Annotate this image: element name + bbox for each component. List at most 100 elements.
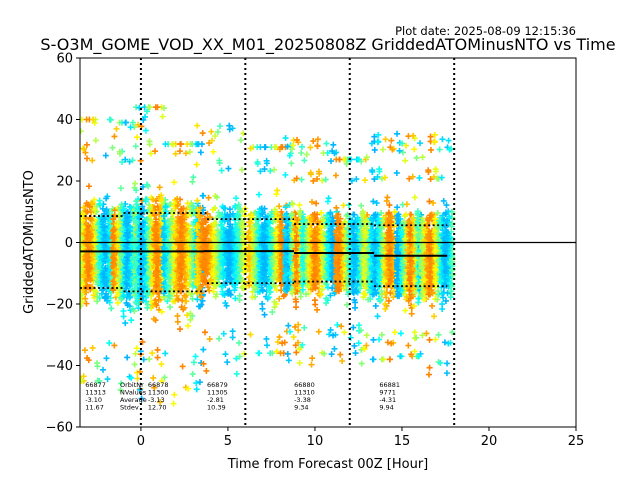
data-point [158,361,165,368]
data-point [235,339,242,346]
data-point [93,267,100,274]
data-point [205,194,212,201]
data-point [200,346,207,353]
data-point [226,206,233,213]
data-point [176,326,183,333]
data-point [146,138,153,145]
data-point [98,229,105,236]
data-point [142,127,149,134]
data-point [156,184,163,191]
data-point [179,363,186,370]
data-point [96,233,103,240]
data-point [83,200,90,207]
data-point [80,145,87,152]
data-point [100,274,107,281]
data-point [102,152,109,159]
data-point [203,367,210,374]
data-point [193,161,200,168]
data-point [174,312,181,319]
orbit-points [193,122,249,377]
data-point [92,225,99,232]
data-point [91,206,98,213]
data-point [113,125,120,132]
data-point [94,281,101,288]
data-point [193,380,200,387]
data-point [171,391,178,398]
data-point [134,134,141,141]
data-point [171,179,178,186]
data-point [194,122,201,129]
data-point [124,354,131,361]
data-point [237,137,244,144]
data-point [107,116,114,123]
data-point [88,226,95,233]
data-point [87,216,94,223]
data-point [83,232,90,239]
data-point [82,295,89,302]
data-point [89,270,96,277]
data-point [90,292,97,299]
data-point [89,157,96,164]
data-point [105,272,112,279]
data-point [80,244,84,251]
data-point [183,298,190,305]
data-point [83,141,90,148]
data-point [82,149,89,156]
data-point [103,211,110,218]
data-point [80,211,86,218]
data-point [177,141,184,148]
data-point [99,221,106,228]
data-point [159,113,166,120]
data-point [129,157,136,164]
data-point [255,191,262,198]
data-point [99,205,106,212]
data-point [267,167,274,174]
data-point [94,360,101,367]
data-point [80,373,87,380]
orbit-points [80,116,117,384]
data-point [97,282,104,289]
orbit-points [160,141,207,407]
data-point [90,259,97,266]
data-point [167,304,174,311]
data-point [80,291,85,298]
data-point [218,167,225,174]
data-point [80,235,85,242]
data-point [146,356,153,363]
data-point [261,311,268,318]
data-point [83,155,90,162]
data-point [96,243,103,250]
data-point [91,196,98,203]
data-point [80,128,84,135]
data-point [83,116,90,123]
data-point [222,351,229,358]
data-point [122,119,129,126]
data-point [233,195,240,202]
data-point [192,353,199,360]
data-point [154,346,161,353]
data-point [80,302,84,309]
data-point [154,354,161,361]
data-point [174,318,181,325]
data-point [104,235,111,242]
data-point [193,386,200,393]
data-point [90,116,97,123]
data-point [206,336,213,343]
data-point [149,350,156,357]
data-point [84,208,91,215]
data-point [81,347,88,354]
data-point [146,104,153,111]
data-point [83,226,90,233]
data-point [106,340,113,347]
data-point [229,328,236,335]
data-point [80,265,84,272]
data-point [96,201,103,208]
data-point [80,377,85,384]
data-point [233,370,240,377]
data-point [102,295,109,302]
data-point [216,335,223,342]
data-point [196,379,203,386]
data-point [197,149,204,156]
data-point [94,377,101,384]
data-point [96,260,103,267]
